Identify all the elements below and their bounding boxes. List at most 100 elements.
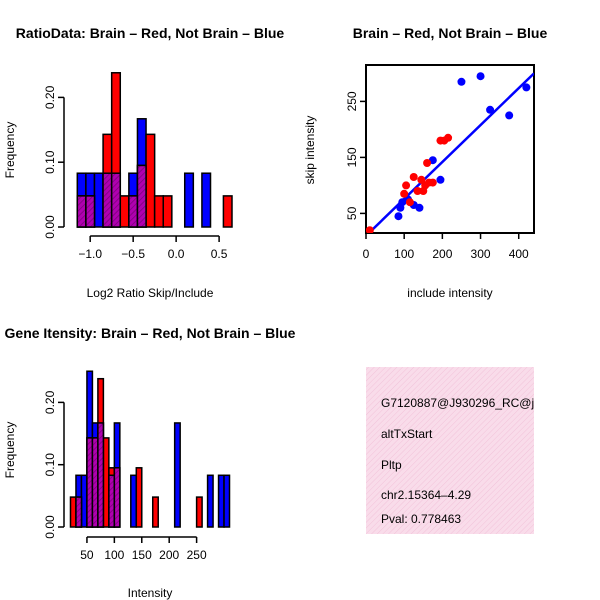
scatter-point-notbrain-5	[415, 203, 424, 212]
info-panel-background	[366, 367, 534, 534]
ratio-bar-overlap-1	[85, 195, 96, 228]
intensity-scatter: Brain – Red, Not Brain – Blue include in…	[303, 25, 547, 300]
scatter-x-tick-label: 400	[509, 247, 529, 261]
scatter-point-brain-6	[417, 175, 426, 184]
scatter-point-notbrain-7	[436, 175, 445, 184]
intensity-bar-overlap-3	[97, 422, 105, 528]
scatter-point-brain-11	[428, 178, 437, 187]
ratio-x-tick-label: −1.0	[78, 247, 102, 261]
intensity-bar-brain-5	[102, 437, 110, 528]
intensity-bar-notbrain-8	[173, 422, 181, 528]
scatter-point-notbrain-0	[394, 212, 403, 221]
intensity-x-tick-label: 200	[159, 548, 179, 562]
ratio-x-tick-label: −0.5	[121, 247, 145, 261]
scatter-point-notbrain-12	[522, 83, 531, 92]
scatter-xlabel: include intensity	[407, 286, 492, 300]
intensity-bar-notbrain-11	[223, 474, 231, 528]
intensity-bars	[69, 370, 231, 528]
ratio-y-tick-label: 0.20	[43, 85, 57, 109]
scatter-x-tick-label: 100	[394, 247, 414, 261]
scatter-point-brain-4	[409, 173, 418, 181]
ratio-bar-brain-9	[162, 195, 173, 228]
intensity-bar-overlap-5	[113, 467, 121, 528]
ratio-bar-overlap-0	[76, 195, 87, 228]
info-gene: Pltp	[381, 458, 402, 472]
scatter-x-tick-label: 0	[363, 247, 370, 261]
intensity-histogram: Gene Itensity: Brain – Red, Not Brain – …	[3, 325, 296, 600]
intensity-bar-notbrain-1	[80, 474, 88, 528]
intensity-xlabel: Intensity	[128, 586, 173, 600]
scatter-point-brain-5	[413, 187, 422, 195]
ratio-bar-brain-7	[145, 133, 156, 228]
intensity-bar-brain-9	[151, 496, 159, 528]
scatter-y-tick-label: 250	[345, 91, 359, 111]
ratio-title: RatioData: Brain – Red, Not Brain – Blue	[16, 25, 285, 41]
scatter-point-notbrain-10	[486, 105, 495, 114]
ratio-bar-brain-8	[153, 195, 164, 228]
scatter-point-brain-9	[423, 159, 432, 167]
scatter-ylabel: skip intensity	[303, 116, 317, 185]
scatter-y-tick-label: 50	[345, 206, 359, 220]
scatter-point-brain-14	[444, 133, 453, 142]
scatter-point-brain-1	[400, 189, 409, 198]
ratio-y-tick-label: 0.10	[43, 150, 57, 174]
ratio-bar-notbrain-2	[93, 172, 104, 228]
intensity-x-tick-label: 150	[132, 548, 152, 562]
info-event-type: altTxStart	[381, 427, 433, 441]
scatter-title: Brain – Red, Not Brain – Blue	[353, 25, 548, 41]
intensity-bar-brain-10	[195, 496, 203, 528]
intensity-ylabel: Frequency	[3, 422, 17, 479]
scatter-point-notbrain-11	[505, 111, 514, 120]
info-pval: Pval: 0.778463	[381, 512, 461, 526]
info-panel: G7120887@J930296_RC@j_at altTxStart Pltp…	[366, 367, 551, 534]
ratio-bar-overlap-4	[128, 195, 139, 228]
ratio-bars	[76, 72, 233, 228]
intensity-title: Gene Itensity: Brain – Red, Not Brain – …	[5, 325, 296, 341]
scatter-x-tick-label: 200	[432, 247, 452, 261]
scatter-frame	[365, 64, 535, 234]
intensity-bar-overlap-2	[91, 437, 99, 528]
ratio-x-tick-label: 0.5	[211, 247, 228, 261]
intensity-y-tick-label: 0.20	[43, 390, 57, 414]
intensity-bar-brain-0	[69, 496, 77, 528]
intensity-y-tick-label: 0.10	[43, 453, 57, 477]
scatter-marks	[366, 72, 534, 233]
intensity-x-tick-label: 50	[80, 548, 94, 562]
ratio-x-tick-label: 0.0	[168, 247, 185, 261]
intensity-bar-notbrain-7	[130, 474, 138, 528]
ratio-bar-brain-4	[119, 195, 130, 228]
scatter-fit-line	[367, 72, 534, 233]
intensity-bar-brain-8	[135, 467, 143, 528]
ratio-ylabel: Frequency	[3, 122, 17, 179]
ratio-xlabel: Log2 Ratio Skip/Include	[87, 286, 214, 300]
scatter-point-brain-0	[366, 226, 374, 233]
scatter-point-notbrain-8	[457, 77, 466, 86]
intensity-bar-overlap-0	[75, 496, 83, 528]
intensity-bar-overlap-1	[86, 437, 94, 528]
intensity-axes: 50 100 150 200 250 0.00 0.10 0.20	[43, 390, 207, 562]
scatter-point-notbrain-9	[476, 72, 485, 81]
ratio-bar-notbrain-8	[201, 172, 212, 228]
ratio-bar-notbrain-7	[183, 172, 195, 228]
intensity-x-tick-label: 250	[187, 548, 207, 562]
scatter-point-brain-3	[405, 198, 414, 207]
ratio-y-tick-label: 0.00	[43, 215, 57, 239]
scatter-plot-area: 0 100 200 300 400 50 150 250	[345, 64, 535, 261]
intensity-bar-notbrain-10	[217, 474, 225, 528]
ratio-bar-overlap-5	[136, 164, 147, 228]
scatter-y-tick-label: 150	[345, 147, 359, 167]
ratio-histogram: RatioData: Brain – Red, Not Brain – Blue…	[3, 25, 284, 300]
ratio-bar-brain-10	[222, 195, 233, 228]
intensity-y-tick-label: 0.00	[43, 515, 57, 539]
info-location: chr2.15364–4.29	[381, 488, 471, 502]
scatter-point-brain-2	[402, 181, 411, 190]
ratio-bar-overlap-2	[102, 172, 113, 228]
intensity-bar-overlap-4	[108, 474, 116, 528]
ratio-bar-overlap-3	[110, 172, 122, 228]
info-id: G7120887@J930296_RC@j_at	[381, 396, 551, 410]
ratio-axes: −1.0 −0.5 0.0 0.5 0.00 0.10 0.20	[43, 85, 228, 261]
intensity-bar-notbrain-9	[206, 474, 214, 528]
intensity-x-tick-label: 100	[104, 548, 124, 562]
scatter-x-tick-label: 300	[471, 247, 491, 261]
